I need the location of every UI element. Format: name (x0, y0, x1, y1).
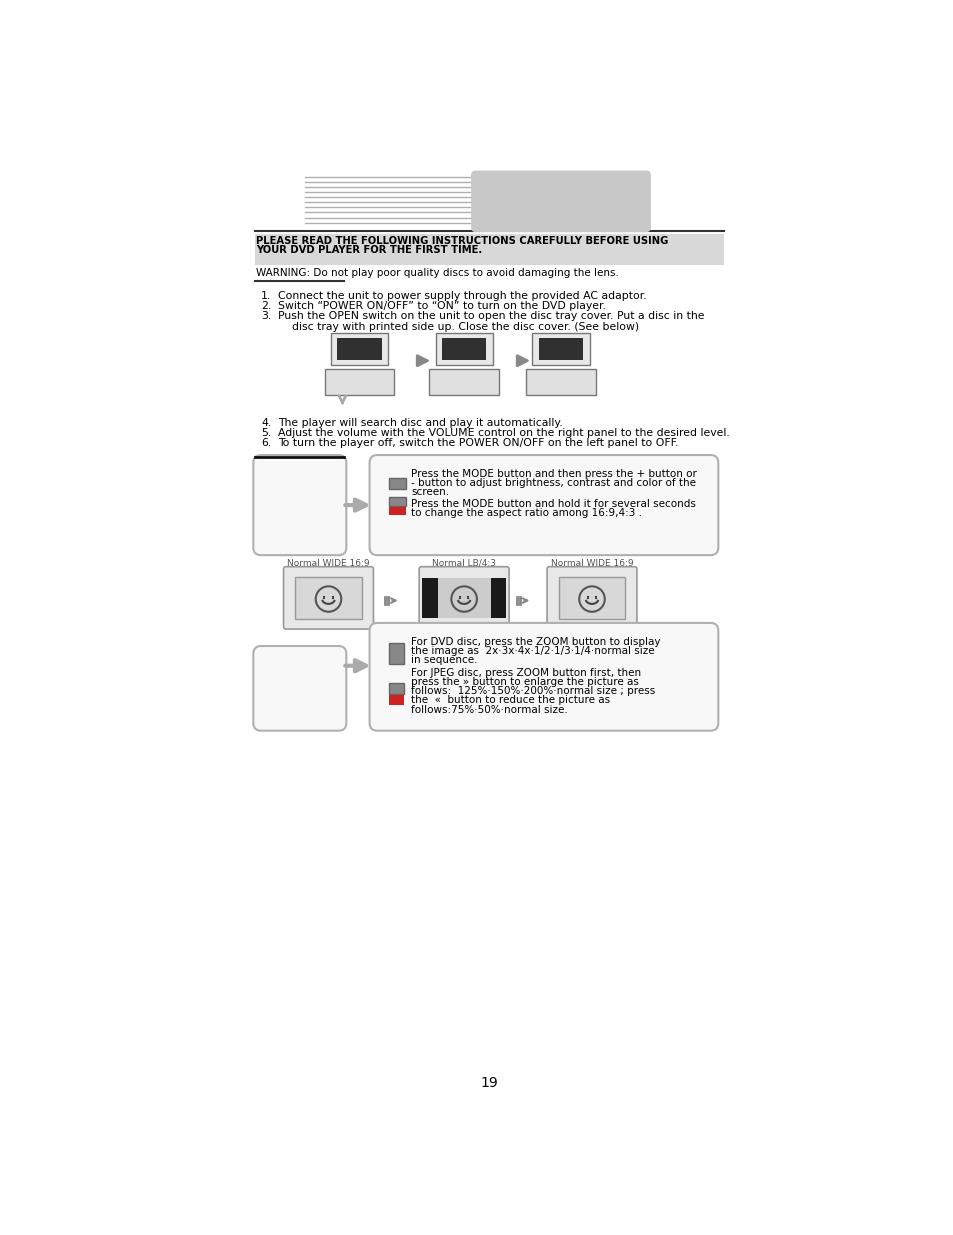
Text: 6.: 6. (261, 438, 271, 448)
Text: For DVD disc, press the ZOOM button to display: For DVD disc, press the ZOOM button to d… (411, 637, 660, 647)
Text: YOUR DVD PLAYER FOR THE FIRST TIME.: YOUR DVD PLAYER FOR THE FIRST TIME. (256, 246, 482, 256)
Text: the  «  button to reduce the picture as: the « button to reduce the picture as (411, 695, 610, 705)
Text: press the » button to enlarge the picture as: press the » button to enlarge the pictur… (411, 677, 639, 687)
Bar (441, 338, 486, 359)
FancyBboxPatch shape (418, 567, 509, 629)
FancyBboxPatch shape (253, 646, 346, 731)
Text: 1.: 1. (261, 290, 271, 300)
Text: For JPEG disc, press ZOOM button first, then: For JPEG disc, press ZOOM button first, … (411, 668, 640, 678)
Text: screen.: screen. (411, 488, 449, 498)
FancyBboxPatch shape (546, 567, 637, 629)
Bar (525, 369, 596, 395)
Text: disc tray with printed side up. Close the disc cover. (See below): disc tray with printed side up. Close th… (292, 322, 639, 332)
Bar (324, 369, 394, 395)
Text: 5.: 5. (261, 429, 271, 438)
Text: Push the OPEN switch on the unit to open the disc tray cover. Put a disc in the: Push the OPEN switch on the unit to open… (278, 311, 704, 321)
Text: in sequence.: in sequence. (411, 656, 477, 666)
Bar (294, 577, 361, 619)
Text: 2.: 2. (261, 301, 271, 311)
FancyBboxPatch shape (471, 170, 650, 232)
Text: Switch “POWER ON/OFF” to “ON” to turn on the DVD player.: Switch “POWER ON/OFF” to “ON” to turn on… (278, 301, 605, 311)
Bar (389, 683, 404, 694)
Bar (437, 578, 490, 618)
FancyBboxPatch shape (369, 454, 718, 556)
Bar (389, 498, 406, 506)
Bar (490, 578, 505, 618)
Bar (389, 695, 404, 704)
Text: To turn the player off, switch the POWER ON/OFF on the left panel to OFF.: To turn the player off, switch the POWER… (278, 438, 678, 448)
Bar (389, 643, 404, 664)
Bar (389, 508, 406, 515)
Text: Connect the unit to power supply through the provided AC adaptor.: Connect the unit to power supply through… (278, 290, 646, 300)
Bar (532, 333, 589, 366)
Text: follows:  125%·150%·200%·normal size ; press: follows: 125%·150%·200%·normal size ; pr… (411, 687, 655, 697)
Bar (422, 578, 437, 618)
Bar (331, 333, 388, 366)
Text: 4.: 4. (261, 417, 271, 427)
Text: the image as  2x·3x·4x·1/2·1/3·1/4·normal size: the image as 2x·3x·4x·1/2·1/3·1/4·normal… (411, 646, 655, 656)
Text: WARNING: Do not play poor quality discs to avoid damaging the lens.: WARNING: Do not play poor quality discs … (256, 268, 618, 278)
Text: to change the aspect ratio among 16:9,4:3 .: to change the aspect ratio among 16:9,4:… (411, 508, 641, 519)
Text: Normal WIDE 16:9: Normal WIDE 16:9 (550, 559, 633, 568)
Bar (336, 338, 381, 359)
Text: PLEASE READ THE FOLLOWING INSTRUCTIONS CAREFULLY BEFORE USING: PLEASE READ THE FOLLOWING INSTRUCTIONS C… (256, 236, 668, 246)
Bar (558, 577, 624, 619)
Bar (436, 333, 492, 366)
Bar (254, 235, 723, 266)
Text: 19: 19 (479, 1076, 497, 1091)
Text: Normal LB/4:3: Normal LB/4:3 (432, 559, 496, 568)
Text: Press the MODE button and then press the + button or: Press the MODE button and then press the… (411, 469, 697, 479)
Bar (429, 369, 498, 395)
Text: Press the MODE button and hold it for several seconds: Press the MODE button and hold it for se… (411, 499, 696, 509)
Bar (389, 478, 406, 489)
FancyBboxPatch shape (369, 622, 718, 731)
Text: Normal WIDE 16:9: Normal WIDE 16:9 (287, 559, 370, 568)
Text: - button to adjust brightness, contrast and color of the: - button to adjust brightness, contrast … (411, 478, 696, 488)
FancyBboxPatch shape (283, 567, 373, 629)
FancyBboxPatch shape (253, 454, 346, 556)
Text: follows:75%·50%·normal size.: follows:75%·50%·normal size. (411, 704, 568, 715)
Text: 3.: 3. (261, 311, 271, 321)
Text: Adjust the volume with the VOLUME control on the right panel to the desired leve: Adjust the volume with the VOLUME contro… (278, 429, 729, 438)
Text: The player will search disc and play it automatically.: The player will search disc and play it … (278, 417, 562, 427)
Bar (538, 338, 582, 359)
